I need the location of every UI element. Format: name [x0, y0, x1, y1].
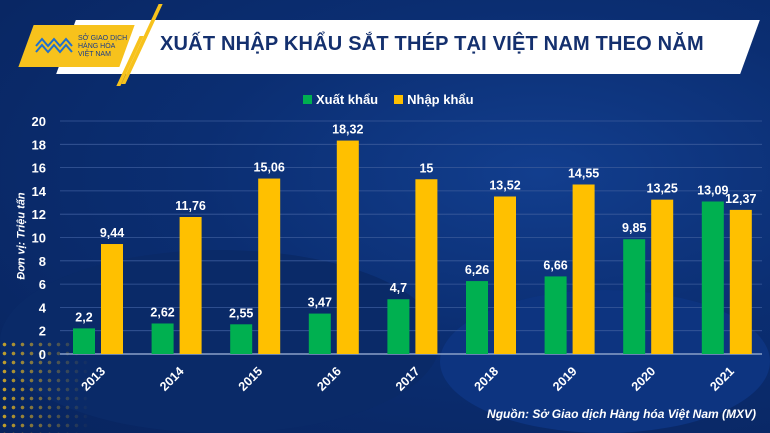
bar-import — [415, 179, 438, 354]
bar-export — [230, 324, 253, 354]
x-tick-label: 2019 — [550, 364, 580, 394]
x-tick-label: 2020 — [629, 364, 659, 394]
bar-export — [73, 328, 95, 354]
data-label: 2,2 — [75, 310, 92, 324]
x-tick-label: 2018 — [472, 364, 502, 394]
legend-label: Xuất khẩu — [316, 92, 379, 107]
dot-pattern — [0, 340, 90, 433]
x-tick-label: 2016 — [314, 364, 344, 394]
x-tick-label: 2014 — [157, 364, 187, 394]
source-note: Nguồn: Sở Giao dịch Hàng hóa Việt Nam (M… — [487, 407, 756, 421]
bar-import — [179, 216, 202, 354]
data-label: 6,66 — [543, 258, 567, 272]
bar-export — [466, 281, 488, 354]
chart-title: XUẤT NHẬP KHẨU SẮT THÉP TẠI VIỆT NAM THE… — [160, 33, 704, 55]
bar-export — [544, 276, 567, 354]
bar-import — [336, 140, 359, 354]
y-tick-label: 16 — [32, 161, 46, 176]
y-tick-label: 12 — [32, 207, 46, 222]
y-tick-label: 14 — [32, 184, 47, 199]
legend: Xuất khẩu Nhập khẩu — [303, 92, 474, 107]
data-label: 3,47 — [308, 296, 332, 310]
bar-export — [623, 239, 646, 354]
bar-export — [387, 299, 410, 354]
y-tick-label: 18 — [32, 137, 46, 152]
data-label: 9,44 — [100, 226, 124, 240]
data-label: 13,52 — [489, 178, 520, 192]
data-label: 13,09 — [697, 184, 728, 198]
data-label: 18,32 — [332, 123, 363, 137]
bar-export — [308, 313, 331, 354]
bar-import — [258, 178, 281, 354]
data-label: 14,55 — [568, 166, 599, 180]
bar-export — [151, 323, 174, 354]
legend-label: Nhập khẩu — [407, 92, 474, 107]
logo-line: HÀNG HÓA — [78, 43, 116, 50]
data-label: 6,26 — [465, 263, 489, 277]
data-label: 12,37 — [725, 192, 756, 206]
data-label: 15,06 — [254, 161, 285, 175]
data-label: 4,7 — [390, 281, 407, 295]
data-label: 2,62 — [150, 305, 174, 319]
logo-text: SỞ GIAO DỊCH HÀNG HÓA VIỆT NAM — [78, 35, 127, 59]
y-tick-label: 2 — [39, 324, 46, 339]
x-tick-label: 2013 — [79, 364, 109, 394]
x-tick-label: 2015 — [236, 364, 266, 394]
legend-swatch-import — [394, 95, 404, 104]
y-tick-label: 10 — [32, 231, 46, 246]
logo-icon — [35, 37, 73, 54]
x-tick-label: 2017 — [393, 364, 423, 394]
legend-item-export: Xuất khẩu — [303, 92, 378, 107]
y-tick-label: 0 — [39, 347, 46, 362]
data-label: 2,55 — [229, 306, 253, 320]
y-tick-label: 6 — [39, 277, 46, 292]
x-tick-label: 2021 — [707, 364, 737, 394]
data-label: 11,76 — [175, 199, 206, 213]
data-label: 13,25 — [647, 182, 678, 196]
bar-export — [701, 201, 724, 354]
bar-import — [651, 199, 674, 354]
logo-line: SỞ GIAO DỊCH — [78, 35, 128, 42]
bar-import — [101, 244, 123, 354]
data-label: 15 — [419, 161, 433, 175]
logo-line: VIỆT NAM — [78, 51, 111, 58]
y-tick-label: 20 — [32, 114, 46, 129]
y-tick-label: 4 — [39, 300, 47, 315]
y-tick-label: 8 — [39, 254, 46, 269]
bar-import — [729, 209, 752, 354]
bar-import — [572, 184, 595, 354]
data-label: 9,85 — [622, 221, 646, 235]
bar-import — [494, 196, 516, 354]
legend-item-import: Nhập khẩu — [394, 92, 474, 107]
legend-swatch-export — [303, 95, 312, 104]
